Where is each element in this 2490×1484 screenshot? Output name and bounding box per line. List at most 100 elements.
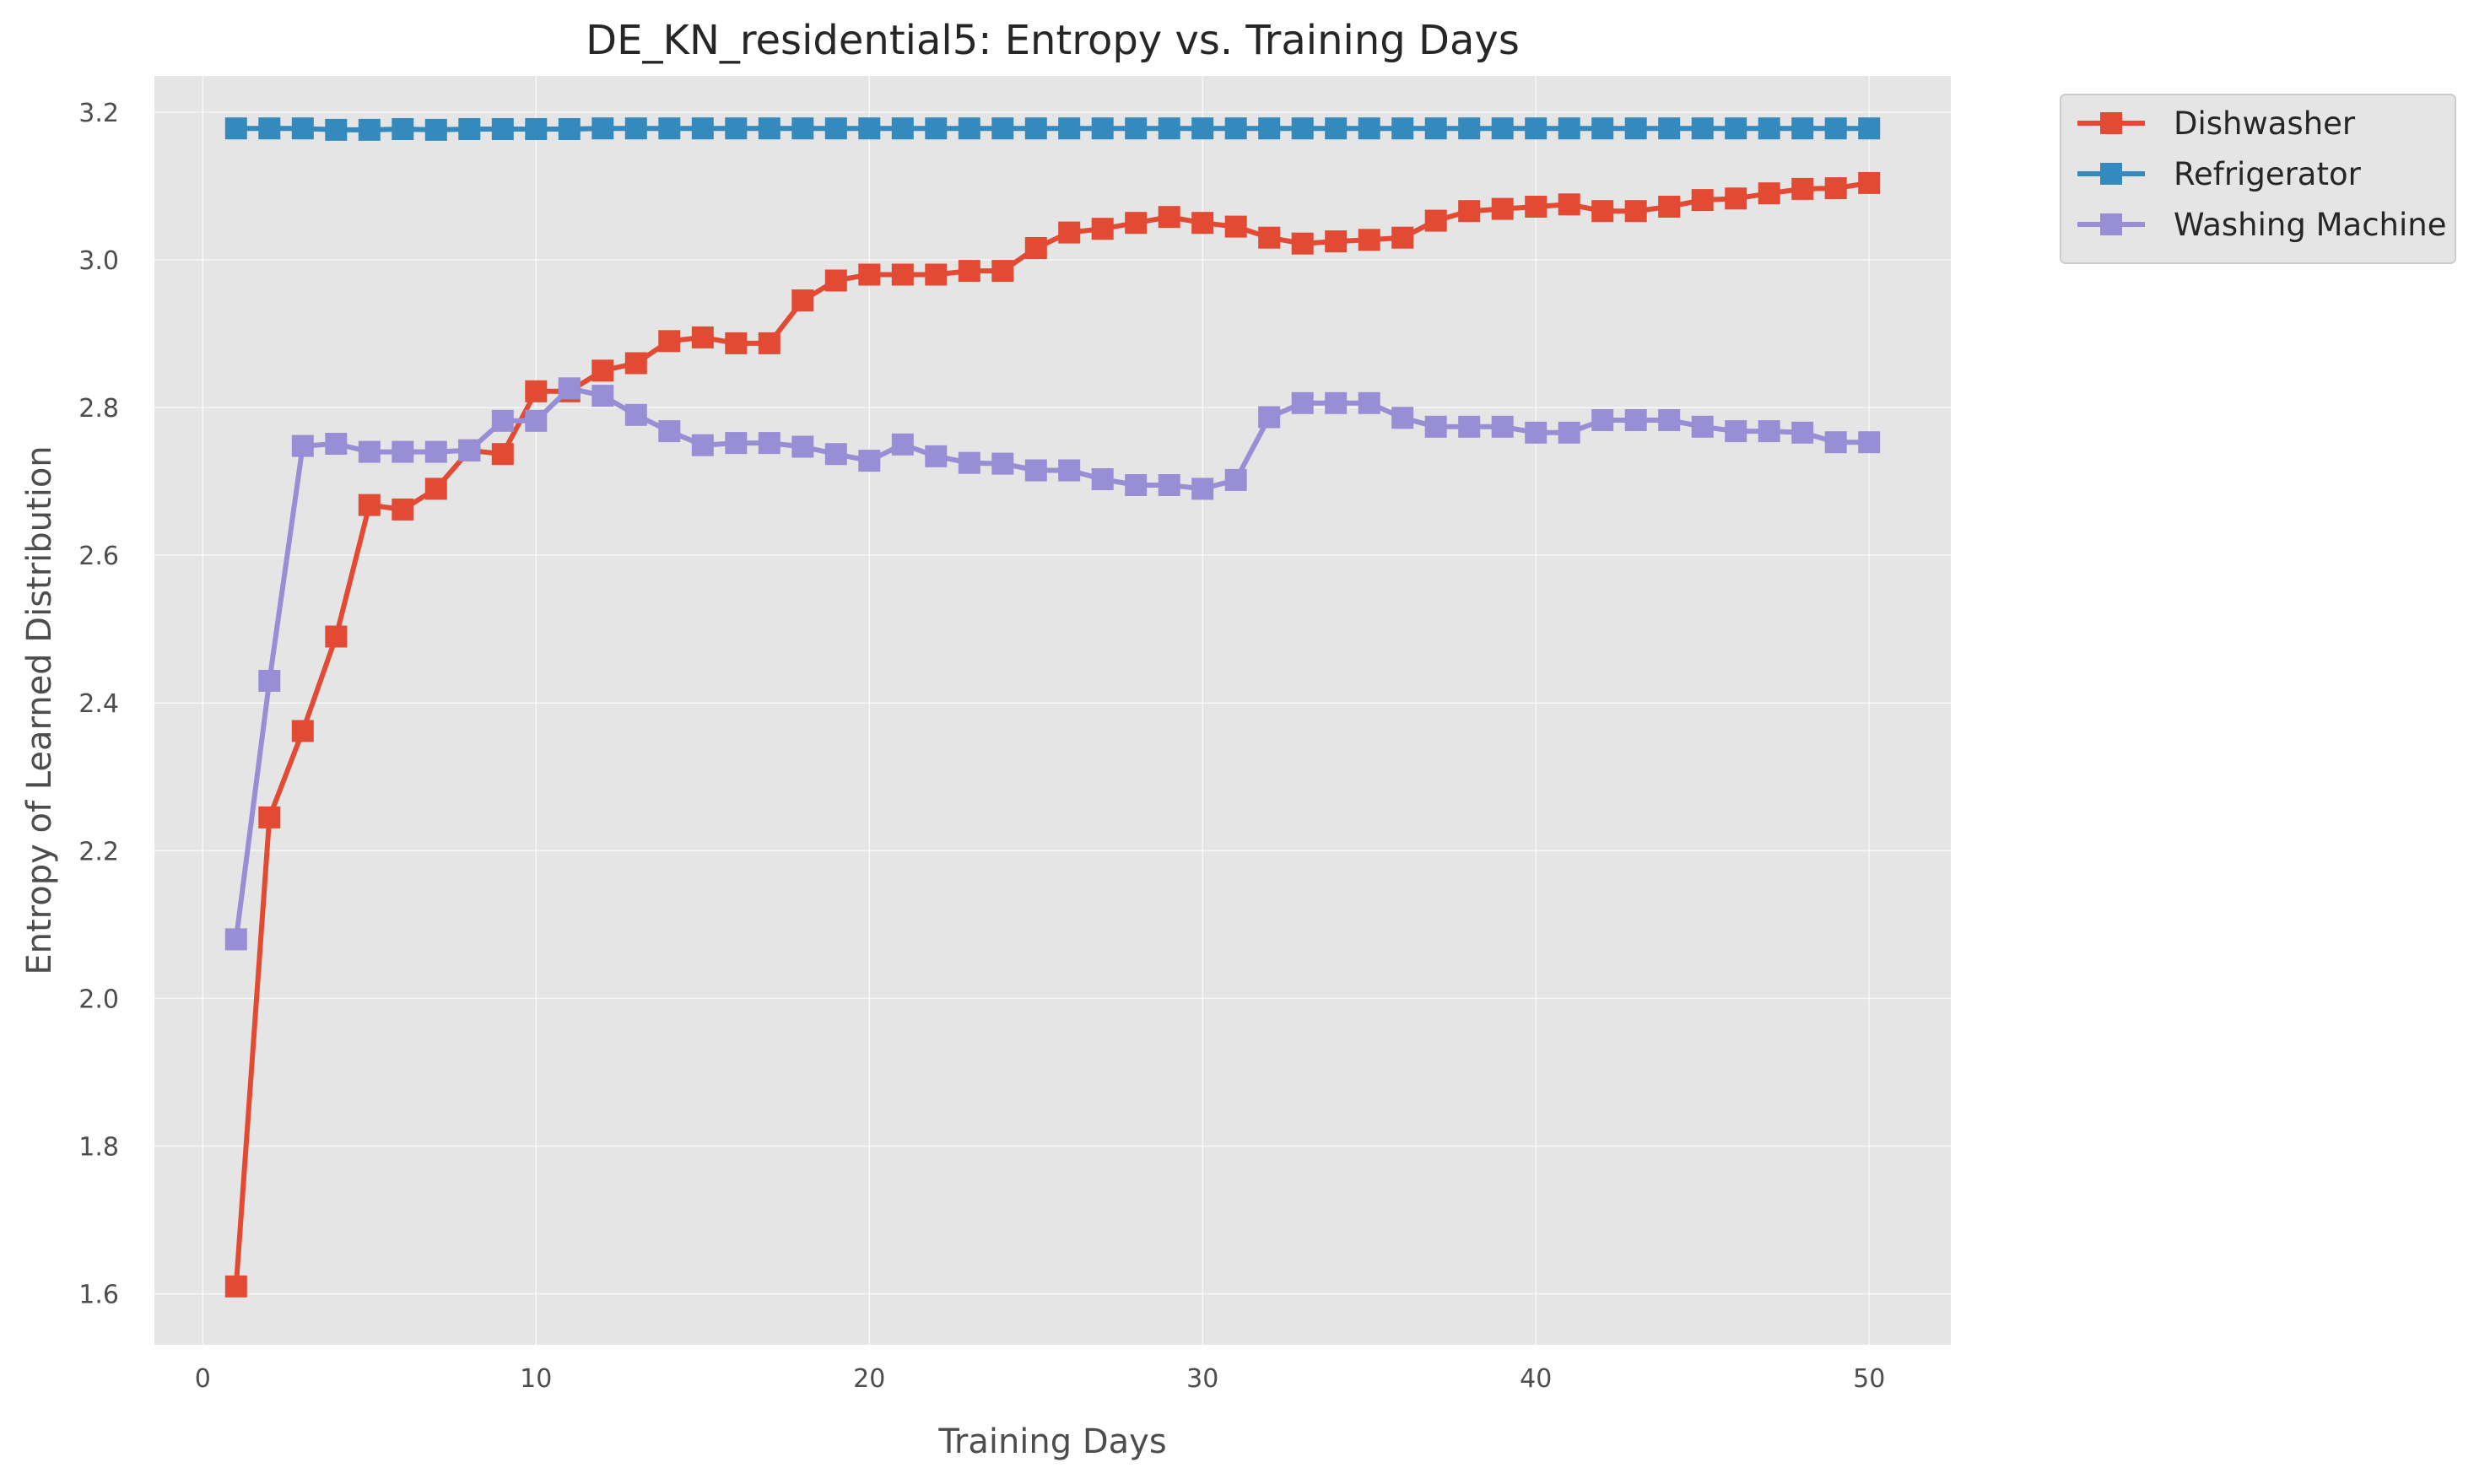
dishwasher-point xyxy=(1525,196,1547,218)
dishwasher-point xyxy=(1325,230,1348,253)
dishwasher-point xyxy=(658,330,681,353)
dishwasher-point xyxy=(1691,189,1714,212)
washing-machine-point xyxy=(525,409,548,432)
dishwasher-point xyxy=(624,352,647,375)
dishwasher-point xyxy=(725,332,748,354)
washing-machine-point xyxy=(325,433,348,455)
washing-machine-point xyxy=(291,434,314,457)
dishwasher-point xyxy=(1391,226,1414,249)
dishwasher-point xyxy=(925,263,948,286)
washing-machine-point xyxy=(758,432,780,455)
dishwasher-point xyxy=(1191,212,1214,235)
washing-machine-point xyxy=(358,440,381,463)
refrigerator-point xyxy=(1291,117,1314,140)
dishwasher-point xyxy=(858,263,881,286)
washing-machine-point xyxy=(1791,421,1814,444)
dishwasher-point xyxy=(1224,215,1247,238)
refrigerator-point xyxy=(791,117,814,140)
washing-machine-point xyxy=(1325,391,1348,414)
dishwasher-point xyxy=(591,359,614,382)
refrigerator-point xyxy=(1758,117,1780,140)
refrigerator-point xyxy=(1525,117,1547,140)
series-layer xyxy=(224,117,1881,1298)
dishwasher-point xyxy=(1125,212,1148,235)
washing-machine-point xyxy=(1291,391,1314,414)
refrigerator-point xyxy=(1558,117,1580,140)
series-dishwasher xyxy=(224,171,1881,1298)
dishwasher-point xyxy=(691,326,714,348)
grid-lines xyxy=(154,76,1951,1345)
washing-machine-point xyxy=(558,377,581,400)
washing-machine-point xyxy=(1358,391,1380,414)
washing-machine-point xyxy=(224,928,247,951)
refrigerator-point xyxy=(1491,117,1514,140)
washing-machine-point xyxy=(1224,468,1247,491)
washing-machine-point xyxy=(1491,415,1514,438)
dishwasher-point xyxy=(824,269,847,292)
washing-machine-point xyxy=(658,420,681,443)
dishwasher-point xyxy=(1058,221,1081,244)
refrigerator-point xyxy=(358,118,381,141)
washing-machine-point xyxy=(1691,415,1714,438)
refrigerator-point xyxy=(1858,117,1881,140)
dishwasher-point xyxy=(1424,209,1447,232)
washing-machine-point xyxy=(1624,409,1647,431)
washing-machine-point xyxy=(824,443,847,466)
refrigerator-point xyxy=(1024,117,1047,140)
refrigerator-point xyxy=(925,117,948,140)
refrigerator-point xyxy=(1224,117,1247,140)
refrigerator-point xyxy=(1125,117,1148,140)
refrigerator-point xyxy=(858,117,881,140)
x-axis-ticks: 0 10 20 30 40 50 xyxy=(195,1364,1886,1394)
dishwasher-point xyxy=(1591,200,1614,223)
refrigerator-point xyxy=(458,118,481,140)
washing-machine-point xyxy=(1658,409,1681,431)
dishwasher-point xyxy=(1758,182,1780,205)
washing-machine-point xyxy=(624,403,647,426)
dishwasher-point xyxy=(1358,229,1380,251)
dishwasher-point xyxy=(325,625,348,648)
dishwasher-point xyxy=(991,260,1014,283)
refrigerator-point xyxy=(691,117,714,140)
refrigerator-point xyxy=(891,117,914,140)
dishwasher-point xyxy=(392,498,414,521)
dishwasher-point xyxy=(1858,171,1881,194)
x-axis-label: Training Days xyxy=(937,1422,1166,1461)
x-tick-label: 30 xyxy=(1186,1364,1218,1394)
washing-machine-point xyxy=(991,452,1014,475)
refrigerator-point xyxy=(658,117,681,140)
dishwasher-point xyxy=(1558,193,1580,216)
refrigerator-point xyxy=(824,117,847,140)
washing-machine-point xyxy=(1558,421,1580,444)
x-tick-label: 20 xyxy=(853,1364,885,1394)
dishwasher-point xyxy=(1458,200,1481,223)
dishwasher-point xyxy=(1658,196,1681,218)
washing-machine-point xyxy=(1591,409,1614,431)
washing-machine-point xyxy=(958,451,980,474)
y-axis-label: Entropy of Learned Distribution xyxy=(20,445,59,974)
dishwasher-point xyxy=(1791,177,1814,200)
legend-marker xyxy=(2100,163,2122,185)
x-tick-label: 0 xyxy=(195,1364,211,1394)
dishwasher-point xyxy=(258,806,281,828)
washing-machine-point xyxy=(1525,421,1547,444)
washing-machine-point xyxy=(1391,407,1414,429)
refrigerator-point xyxy=(1424,117,1447,140)
y-tick-label: 2.2 xyxy=(78,837,119,866)
refrigerator-point xyxy=(1258,117,1281,140)
refrigerator-point xyxy=(1391,117,1414,140)
washing-machine-point xyxy=(458,439,481,461)
washing-machine-point xyxy=(1758,420,1780,443)
dishwasher-point xyxy=(958,260,980,283)
washing-machine-point xyxy=(691,434,714,456)
y-tick-label: 3.2 xyxy=(78,99,119,128)
refrigerator-point xyxy=(1325,117,1348,140)
x-tick-label: 40 xyxy=(1520,1364,1552,1394)
refrigerator-point xyxy=(1091,117,1114,140)
washing-machine-point xyxy=(591,385,614,407)
dishwasher-point xyxy=(224,1275,247,1298)
refrigerator-point xyxy=(424,118,447,141)
dishwasher-point xyxy=(1725,187,1747,210)
refrigerator-line xyxy=(235,126,1870,132)
chart-title: DE_KN_residential5: Entropy vs. Training… xyxy=(586,17,1520,64)
